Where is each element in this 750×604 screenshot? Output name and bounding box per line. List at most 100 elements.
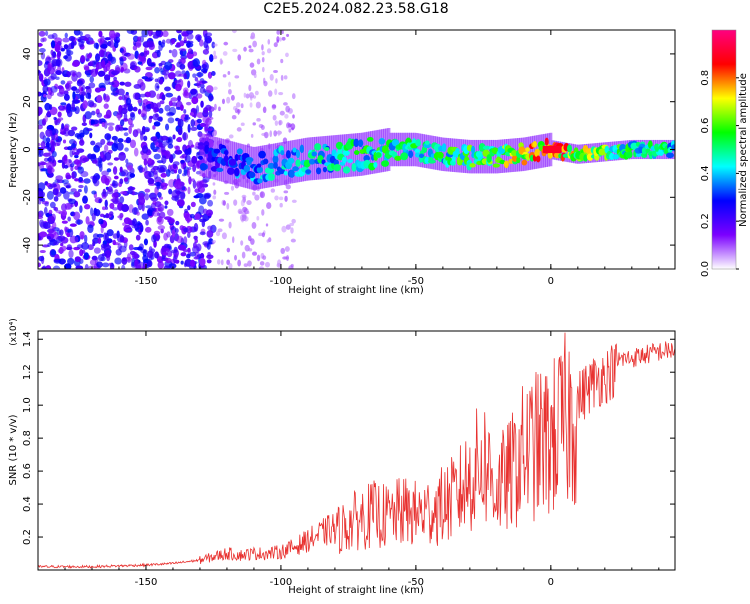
noise-speck <box>50 91 55 97</box>
ridge-blob <box>391 139 400 147</box>
noise-speck <box>274 88 278 96</box>
noise-speck <box>190 201 196 208</box>
ridge-blob <box>452 150 460 158</box>
noise-speck <box>154 82 160 92</box>
noise-speck <box>235 102 241 108</box>
spectrogram-y-tick-label: -20 <box>22 189 33 205</box>
noise-speck <box>237 108 240 115</box>
noise-speck <box>165 169 171 177</box>
noise-speck <box>238 210 243 214</box>
noise-speck <box>161 145 166 153</box>
noise-speck <box>50 249 57 256</box>
colorbar: 0.0 0.2 0.4 0.6 0.8 Normalized spectral ampl… <box>700 29 749 277</box>
noise-speck <box>234 254 237 261</box>
noise-speck <box>97 70 106 77</box>
noise-speck <box>249 95 253 101</box>
ridge-blob <box>532 141 537 148</box>
noise-speck <box>154 181 162 187</box>
noise-speck <box>84 263 89 269</box>
noise-speck <box>194 213 201 220</box>
ridge-blob <box>204 144 210 154</box>
noise-speck <box>111 180 119 189</box>
noise-speck <box>184 148 191 156</box>
noise-speck <box>211 41 216 49</box>
ridge-blob <box>534 148 541 154</box>
noise-speck <box>195 34 202 41</box>
noise-speck <box>87 100 95 107</box>
noise-speck <box>196 243 202 252</box>
ridge-blob <box>295 159 301 167</box>
noise-speck <box>167 72 176 80</box>
noise-speck <box>180 50 184 56</box>
noise-speck <box>145 66 153 71</box>
noise-speck <box>168 263 177 269</box>
noise-speck <box>291 93 296 100</box>
noise-speck <box>248 48 254 53</box>
noise-speck <box>226 247 231 253</box>
spectrogram-x-tick-label: -150 <box>135 276 158 287</box>
noise-speck <box>121 257 128 265</box>
noise-speck <box>212 195 217 200</box>
noise-speck <box>174 259 180 264</box>
noise-speck <box>132 92 140 100</box>
noise-speck <box>113 76 117 81</box>
ridge-blob <box>342 166 351 174</box>
noise-speck <box>184 114 189 118</box>
noise-speck <box>167 117 175 124</box>
noise-speck <box>137 99 142 104</box>
noise-speck <box>165 92 174 98</box>
noise-speck <box>129 250 136 256</box>
spectrogram-x-label: Height of straight line (km) <box>288 285 424 296</box>
noise-speck <box>116 111 122 115</box>
noise-speck <box>176 235 183 244</box>
noise-speck <box>177 128 183 136</box>
ridge-blob <box>381 160 390 167</box>
noise-speck <box>246 210 250 214</box>
noise-speck <box>51 213 56 222</box>
noise-speck <box>94 209 101 217</box>
noise-speck <box>125 136 132 144</box>
noise-speck <box>193 235 198 240</box>
noise-speck <box>112 166 118 175</box>
noise-speck <box>183 92 192 99</box>
noise-speck <box>172 163 177 170</box>
noise-speck <box>228 221 232 229</box>
noise-speck <box>276 39 279 44</box>
noise-speck <box>286 122 291 129</box>
noise-speck <box>273 69 278 73</box>
noise-speck <box>146 40 155 48</box>
noise-speck <box>174 83 182 92</box>
noise-speck <box>283 102 288 106</box>
noise-speck <box>261 57 265 63</box>
noise-speck <box>62 139 67 144</box>
ridge-blob <box>418 153 425 159</box>
noise-speck <box>184 208 188 214</box>
noise-speck <box>256 58 261 65</box>
noise-speck <box>209 54 214 63</box>
noise-speck <box>167 138 172 143</box>
ridge-halo <box>348 133 352 177</box>
noise-speck <box>143 135 148 142</box>
noise-speck <box>73 30 81 36</box>
noise-speck <box>119 178 124 185</box>
noise-speck <box>64 32 68 39</box>
noise-speck <box>226 96 231 104</box>
noise-speck <box>38 212 42 218</box>
noise-speck <box>97 237 102 245</box>
ridge-blob <box>414 148 421 154</box>
ridge-blob <box>353 138 360 148</box>
noise-speck <box>224 191 230 195</box>
noise-speck <box>101 121 106 128</box>
noise-speck <box>113 157 120 161</box>
noise-speck <box>119 196 125 204</box>
noise-speck <box>85 58 90 62</box>
ridge-blob <box>535 155 541 163</box>
noise-speck <box>38 70 42 74</box>
noise-speck <box>60 80 66 85</box>
noise-speck <box>39 131 45 140</box>
ridge-halo <box>262 145 266 189</box>
noise-speck <box>81 84 86 92</box>
noise-speck <box>128 125 132 135</box>
noise-speck <box>166 231 171 238</box>
